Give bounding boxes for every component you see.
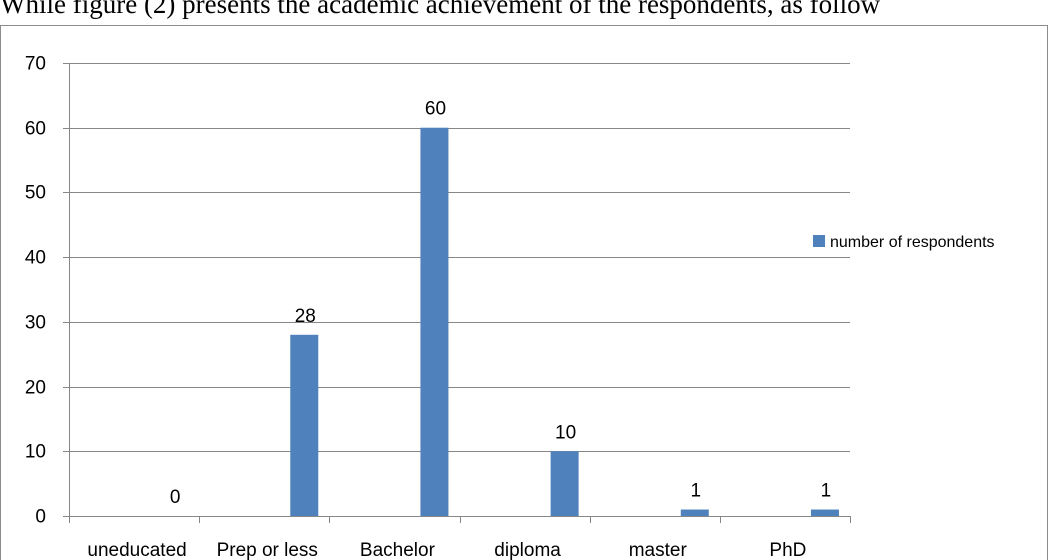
y-tick-label: 30 <box>25 313 46 334</box>
y-tick-label: 60 <box>25 119 46 140</box>
y-tick-label: 40 <box>25 248 46 269</box>
x-tick-label: Prep or less <box>217 540 318 560</box>
y-tick-labels: 0 10 20 30 40 50 60 70 <box>25 54 46 528</box>
data-labels: 0 28 60 10 1 1 <box>170 99 831 508</box>
y-tick-label: 0 <box>35 507 46 528</box>
x-tick-label: master <box>629 540 688 560</box>
data-label: 10 <box>555 422 576 443</box>
axes <box>63 63 851 523</box>
x-tick-label: uneducated <box>87 540 186 560</box>
data-label: 1 <box>821 481 832 502</box>
x-tick-labels: uneducated Prep or less Bachelor diploma mas… <box>87 540 806 560</box>
document-text-line: While figure (2) presents the academic a… <box>0 0 881 19</box>
bar <box>680 509 709 516</box>
data-label: 60 <box>425 99 446 120</box>
data-label: 1 <box>690 481 701 502</box>
y-tick-label: 70 <box>25 54 46 75</box>
data-label: 28 <box>295 306 316 327</box>
bar <box>810 509 839 516</box>
x-tick-label: diploma <box>494 540 561 560</box>
legend: number of respondents <box>813 234 995 251</box>
x-tick-label: PhD <box>769 540 806 560</box>
bar <box>550 451 579 516</box>
y-tick-label: 20 <box>25 378 46 399</box>
x-tick-label: Bachelor <box>360 540 436 560</box>
bar <box>290 334 319 516</box>
y-tick-label: 50 <box>25 183 46 204</box>
y-tick-label: 10 <box>25 442 46 463</box>
legend-label: number of respondents <box>830 234 995 251</box>
bar <box>420 127 449 516</box>
bars <box>290 127 839 516</box>
legend-swatch <box>813 235 825 247</box>
gridlines <box>69 63 850 452</box>
data-label: 0 <box>170 487 181 508</box>
